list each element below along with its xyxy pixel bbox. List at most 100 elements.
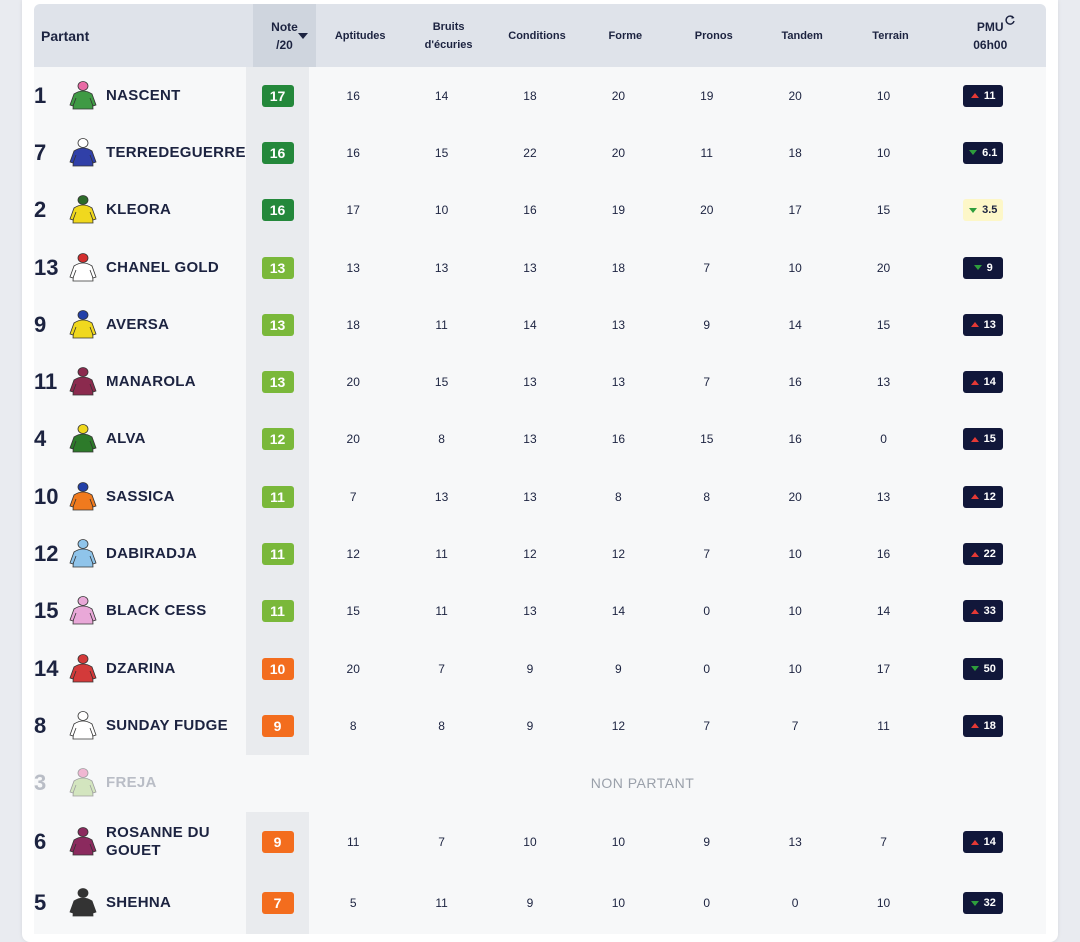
col-note[interactable]: Note /20 <box>253 4 316 67</box>
odds-badge[interactable]: 33 <box>963 600 1004 623</box>
col-terrain[interactable]: Terrain <box>872 29 909 42</box>
horse-name[interactable]: SASSICA <box>106 487 175 505</box>
col-conditions[interactable]: Conditions <box>508 29 566 42</box>
horse-name[interactable]: TERREDEGUERRE <box>106 143 246 161</box>
score-forme: 8 <box>615 489 622 504</box>
score-pronos: 0 <box>703 896 711 911</box>
jockey-silk-icon <box>69 653 97 683</box>
odds-badge[interactable]: 32 <box>963 892 1004 915</box>
odds-badge[interactable]: 50 <box>963 657 1004 680</box>
note-cell: 11 <box>246 582 309 640</box>
table-row[interactable]: 1 NASCENT 17 16 14 18 20 19 20 10 11 <box>34 67 1046 125</box>
score-pronos: 15 <box>700 432 714 447</box>
jockey-silk-icon <box>69 888 97 917</box>
refresh-icon[interactable] <box>1004 14 1016 26</box>
table-row[interactable]: 14 DZARINA 10 20 7 9 9 0 10 17 50 <box>34 639 1046 698</box>
table-row[interactable]: 5 SHEHNA 7 5 11 9 10 0 0 10 32 <box>34 872 1046 934</box>
partants-table: Partant Note /20 Aptitudes Bruits d'écur… <box>34 4 1046 934</box>
table-row[interactable]: 12 DABIRADJA 11 12 11 12 12 7 10 16 22 <box>34 525 1046 583</box>
partant-cell: 1 NASCENT <box>34 67 246 124</box>
note-badge: 12 <box>261 428 294 451</box>
odds-badge[interactable]: 11 <box>963 84 1004 107</box>
table-row[interactable]: 9 AVERSA 13 18 11 14 13 9 14 15 13 <box>34 296 1046 354</box>
odds-value: 32 <box>983 897 996 910</box>
horse-name[interactable]: FREJA <box>106 774 157 792</box>
odds-up-icon <box>970 551 979 557</box>
table-row[interactable]: 8 SUNDAY FUDGE 9 8 8 9 12 7 7 11 18 <box>34 697 1046 755</box>
odds-badge[interactable]: 15 <box>963 428 1004 451</box>
horse-name[interactable]: NASCENT <box>106 86 181 104</box>
note-cell: 17 <box>246 67 309 125</box>
col-tandem[interactable]: Tandem <box>781 29 823 42</box>
score-tandem: 10 <box>788 260 802 275</box>
table-row[interactable]: 13 CHANEL GOLD 13 13 13 13 18 7 10 20 9 <box>34 238 1046 297</box>
score-forme: 13 <box>611 317 626 332</box>
partant-cell: 7 TERREDEGUERRE <box>34 124 246 181</box>
score-bruits: 7 <box>438 835 445 850</box>
odds-badge[interactable]: 9 <box>963 256 1004 279</box>
score-conditions: 9 <box>526 896 534 911</box>
horse-name[interactable]: SUNDAY FUDGE <box>106 716 228 734</box>
table-row[interactable]: 6 ROSANNE DU GOUET 9 11 7 10 10 9 13 7 14 <box>34 811 1046 873</box>
table-row[interactable]: 11 MANAROLA 13 20 15 13 13 7 16 13 14 <box>34 353 1046 411</box>
score-conditions: 9 <box>526 661 534 676</box>
runner-number: 1 <box>34 82 47 108</box>
note-badge: 13 <box>261 256 294 279</box>
score-tandem: 10 <box>788 661 802 676</box>
table-row[interactable]: 15 BLACK CESS 11 15 11 13 14 0 10 14 33 <box>34 582 1046 640</box>
odds-badge[interactable]: 14 <box>963 831 1004 854</box>
score-tandem: 20 <box>788 88 802 103</box>
score-terrain: 15 <box>876 203 891 218</box>
score-pronos: 7 <box>703 260 711 275</box>
note-badge: 11 <box>261 485 294 508</box>
odds-badge[interactable]: 3.5 <box>963 199 1004 222</box>
odds-badge[interactable]: 22 <box>963 543 1004 566</box>
horse-name[interactable]: DZARINA <box>106 659 176 677</box>
horse-name[interactable]: SHEHNA <box>106 894 171 912</box>
horse-name[interactable]: BLACK CESS <box>106 602 207 620</box>
table-row[interactable]: 7 TERREDEGUERRE 16 16 15 22 20 11 18 10 6.1 <box>34 124 1046 182</box>
table-row-non-partant[interactable]: 3 FREJA NON PARTANT <box>34 754 1046 812</box>
odds-badge[interactable]: 12 <box>963 485 1004 508</box>
horse-name[interactable]: MANAROLA <box>106 373 196 391</box>
table-row[interactable]: 4 ALVA 12 20 8 13 16 15 16 0 15 <box>34 410 1046 469</box>
col-pronos[interactable]: Pronos <box>694 29 733 42</box>
col-aptitudes[interactable]: Aptitudes <box>334 29 386 42</box>
odds-up-icon <box>970 494 979 500</box>
partant-cell: 2 KLEORA <box>34 182 246 239</box>
note-cell: 9 <box>246 697 309 755</box>
jockey-silk-icon <box>69 138 97 167</box>
jockey-silk-icon <box>69 481 97 511</box>
pmu-cell: 13 <box>928 296 1039 353</box>
horse-name[interactable]: KLEORA <box>106 201 172 219</box>
odds-badge[interactable]: 14 <box>963 371 1004 394</box>
horse-name[interactable]: AVERSA <box>106 315 170 333</box>
score-terrain: 10 <box>876 896 891 911</box>
odds-badge[interactable]: 6.1 <box>963 141 1004 164</box>
col-bruits[interactable]: Bruits d'écuries <box>404 4 492 67</box>
odds-value: 11 <box>983 89 996 102</box>
score-aptitudes: 16 <box>346 145 360 160</box>
odds-badge[interactable]: 18 <box>963 714 1004 737</box>
odds-badge[interactable]: 13 <box>963 313 1004 336</box>
horse-name[interactable]: CHANEL GOLD <box>106 258 220 276</box>
partant-cell: 9 AVERSA <box>34 296 246 353</box>
horse-name[interactable]: DABIRADJA <box>106 545 198 563</box>
horse-name[interactable]: ALVA <box>106 430 146 448</box>
note-cell: 10 <box>246 639 309 698</box>
note-badge: 16 <box>261 141 294 164</box>
score-forme: 20 <box>611 88 626 103</box>
sort-desc-icon[interactable] <box>298 33 308 39</box>
table-row[interactable]: 2 KLEORA 16 17 10 16 19 20 17 15 3.5 <box>34 181 1046 239</box>
horse-name[interactable]: ROSANNE DU GOUET <box>106 824 210 860</box>
col-pmu[interactable]: PMU 06h00 <box>935 4 1046 67</box>
score-bruits: 7 <box>438 661 445 676</box>
note-badge: 11 <box>261 600 294 623</box>
table-row[interactable]: 10 SASSICA 11 7 13 13 8 8 20 13 12 <box>34 468 1046 526</box>
col-partant[interactable]: Partant <box>41 27 90 44</box>
partant-cell: 12 DABIRADJA <box>34 525 246 582</box>
partant-cell: 5 SHEHNA <box>34 873 246 934</box>
col-forme[interactable]: Forme <box>608 29 643 42</box>
score-tandem: 0 <box>791 896 799 911</box>
note-label: Note <box>271 19 298 34</box>
